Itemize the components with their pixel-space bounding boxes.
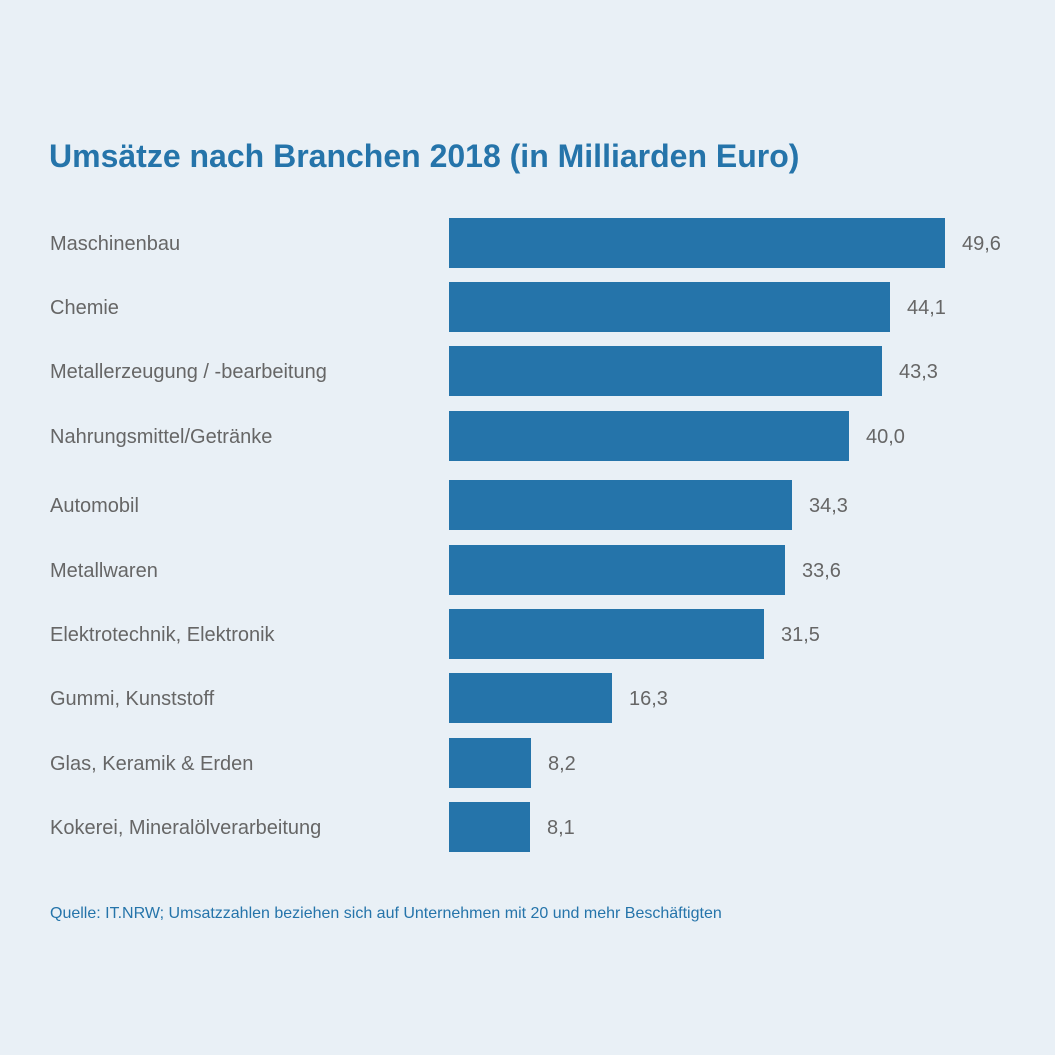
category-label: Kokerei, Mineralölverarbeitung bbox=[50, 817, 321, 839]
value-label: 34,3 bbox=[809, 495, 848, 517]
value-label: 33,6 bbox=[802, 560, 841, 582]
category-label: Automobil bbox=[50, 495, 139, 517]
value-label: 8,2 bbox=[548, 753, 576, 775]
category-label: Glas, Keramik & Erden bbox=[50, 753, 253, 775]
bar bbox=[449, 545, 785, 595]
category-label: Gummi, Kunststoff bbox=[50, 688, 215, 710]
bar bbox=[449, 609, 764, 659]
chart-title: Umsätze nach Branchen 2018 (in Milliarde… bbox=[49, 138, 800, 174]
category-label: Chemie bbox=[50, 297, 119, 319]
category-label: Elektrotechnik, Elektronik bbox=[50, 624, 276, 646]
value-label: 43,3 bbox=[899, 361, 938, 383]
bar bbox=[449, 480, 792, 530]
category-label: Metallwaren bbox=[50, 560, 158, 582]
source-note: Quelle: IT.NRW; Umsatzzahlen beziehen si… bbox=[50, 905, 722, 922]
value-label: 31,5 bbox=[781, 624, 820, 646]
bar bbox=[449, 218, 945, 268]
bar bbox=[449, 282, 890, 332]
category-label: Maschinenbau bbox=[50, 233, 180, 255]
bar bbox=[449, 411, 849, 461]
value-label: 40,0 bbox=[866, 426, 905, 448]
bar bbox=[449, 738, 531, 788]
value-label: 44,1 bbox=[907, 297, 946, 319]
value-label: 49,6 bbox=[962, 233, 1001, 255]
bar bbox=[449, 673, 612, 723]
value-label: 16,3 bbox=[629, 688, 668, 710]
bar bbox=[449, 802, 530, 852]
category-label: Metallerzeugung / -bearbeitung bbox=[50, 361, 327, 383]
value-label: 8,1 bbox=[547, 817, 575, 839]
bar bbox=[449, 346, 882, 396]
category-label: Nahrungsmittel/Getränke bbox=[50, 426, 272, 448]
